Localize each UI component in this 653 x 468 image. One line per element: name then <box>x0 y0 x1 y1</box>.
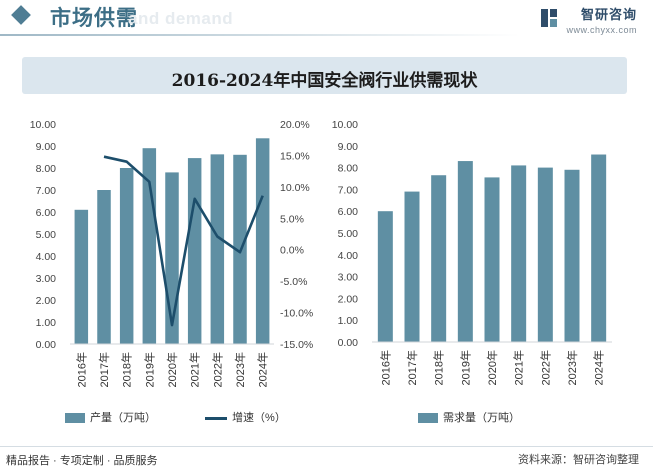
chart-production: 0.00 1.00 2.00 3.00 4.00 5.00 6.00 7.00 8.00 9.00… <box>30 119 314 387</box>
legend-line-swatch <box>205 416 228 420</box>
bar-2018年 <box>119 168 134 344</box>
y-tick-label: 3.00 <box>338 272 359 284</box>
y2-tick-label: 10.0% <box>280 182 310 194</box>
chart-demand: 0.00 1.00 2.00 3.00 4.00 5.00 6.00 7.00 8.00 9.00… <box>332 119 612 385</box>
legend-demand: 需求量（万吨） <box>418 409 520 425</box>
y2-tick-label: -15.0% <box>280 339 313 351</box>
y2-tick-label: 20.0% <box>280 119 310 131</box>
y-tick-label: 2.00 <box>36 295 57 307</box>
legend-item-growth: 增速（%） <box>205 409 286 425</box>
legend-label-demand: 需求量（万吨） <box>443 412 520 424</box>
y-tick-label: 4.00 <box>36 251 57 263</box>
legend-bar-swatch <box>65 413 85 424</box>
x-tick-label: 2024年 <box>256 352 270 387</box>
bar-2022年 <box>210 154 225 344</box>
chart-title: 2016-2024年中国安全阀行业供需现状 <box>171 71 478 91</box>
legend-item-production: 产量（万吨） <box>65 409 156 425</box>
y-tick-label: 9.00 <box>338 141 359 153</box>
y-tick-label: 2.00 <box>338 293 359 305</box>
page-title: 市场供需 <box>50 6 138 30</box>
growth-line <box>103 155 264 327</box>
legend-label-growth: 增速（%） <box>232 412 286 424</box>
bar-2021年 <box>511 165 527 342</box>
bar-2016年 <box>377 211 393 342</box>
y-tick-label: 1.00 <box>338 315 359 327</box>
y2-tick-label: 15.0% <box>280 150 310 162</box>
y-tick-label: 7.00 <box>36 185 57 197</box>
x-tick-label: 2018年 <box>120 352 134 387</box>
bar-2019年 <box>457 161 473 342</box>
footer: 精品报告 · 专项定制 · 品质服务 资料来源：智研咨询整理 <box>0 446 653 468</box>
y-tick-label: 3.00 <box>36 273 57 285</box>
y-tick-label: 1.00 <box>36 317 57 329</box>
bar-2024年 <box>255 138 270 344</box>
x-tick-label: 2019年 <box>458 350 472 385</box>
x-tick-label: 2020年 <box>165 352 179 387</box>
y-tick-label: 8.00 <box>36 163 57 175</box>
x-tick-label: 2021年 <box>188 352 202 387</box>
x-tick-label: 2022年 <box>210 352 224 387</box>
y-tick-label: 6.00 <box>36 207 57 219</box>
bar-2024年 <box>591 154 607 342</box>
bar-2017年 <box>97 190 111 344</box>
header: 市场供需 and demand <box>0 0 653 46</box>
x-tick-label: 2023年 <box>565 350 579 385</box>
y2-tick-label: 0.0% <box>280 245 304 257</box>
legend-production: 产量（万吨） 增速（%） <box>65 409 332 425</box>
brand-logo-icon <box>541 9 558 27</box>
bar-2020年 <box>484 177 500 342</box>
brand: 智研咨询 www.chyxx.com <box>541 4 637 35</box>
brand-name: 智研咨询 <box>580 8 637 23</box>
x-tick-label: 2021年 <box>512 350 526 385</box>
x-tick-label: 2024年 <box>592 350 606 385</box>
y-tick-label: 7.00 <box>338 184 359 196</box>
chart-title-bar: 2016-2024年中国安全阀行业供需现状 <box>22 57 627 94</box>
y-tick-label: 8.00 <box>338 163 359 175</box>
x-tick-label: 2017年 <box>97 352 111 387</box>
y2-tick-label: -10.0% <box>280 308 313 320</box>
y-tick-label: 0.00 <box>36 339 57 351</box>
bar-2017年 <box>404 191 420 342</box>
y-tick-label: 9.00 <box>36 141 57 153</box>
legend-bar-swatch <box>418 413 438 424</box>
y-tick-label: 10.00 <box>30 119 56 131</box>
x-tick-label: 2022年 <box>538 350 552 385</box>
x-tick-label: 2017年 <box>405 350 419 385</box>
bar-2021年 <box>187 158 202 344</box>
header-watermark-text: and demand <box>128 9 234 28</box>
brand-url: www.chyxx.com <box>566 25 637 35</box>
y-tick-label: 4.00 <box>338 250 359 262</box>
y-tick-label: 5.00 <box>36 229 57 241</box>
legend-label-production: 产量（万吨） <box>90 412 156 424</box>
y-tick-label: 10.00 <box>332 119 358 131</box>
x-tick-label: 2020年 <box>485 350 499 385</box>
bar-2018年 <box>431 175 447 342</box>
header-divider <box>0 34 520 36</box>
x-tick-label: 2018年 <box>432 350 446 385</box>
y-tick-label: 6.00 <box>338 206 359 218</box>
x-tick-label: 2016年 <box>378 350 392 385</box>
x-tick-label: 2019年 <box>142 352 156 387</box>
y-tick-label: 5.00 <box>338 228 359 240</box>
x-tick-label: 2023年 <box>233 352 247 387</box>
bar-2016年 <box>74 209 89 344</box>
y-tick-label: 0.00 <box>338 337 359 349</box>
y2-tick-label: -5.0% <box>280 276 307 288</box>
bar-2022年 <box>537 167 553 342</box>
x-tick-label: 2016年 <box>74 352 88 387</box>
footer-source: 资料来源：智研咨询整理 <box>518 454 639 466</box>
bar-2023年 <box>564 169 580 342</box>
footer-slogan: 精品报告 · 专项定制 · 品质服务 <box>6 455 158 467</box>
y2-tick-label: 5.0% <box>280 213 304 225</box>
